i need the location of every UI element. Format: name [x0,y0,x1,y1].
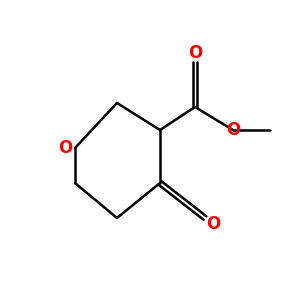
Text: O: O [58,139,72,157]
Text: O: O [226,121,240,139]
Text: O: O [206,215,220,233]
Text: O: O [188,44,202,62]
